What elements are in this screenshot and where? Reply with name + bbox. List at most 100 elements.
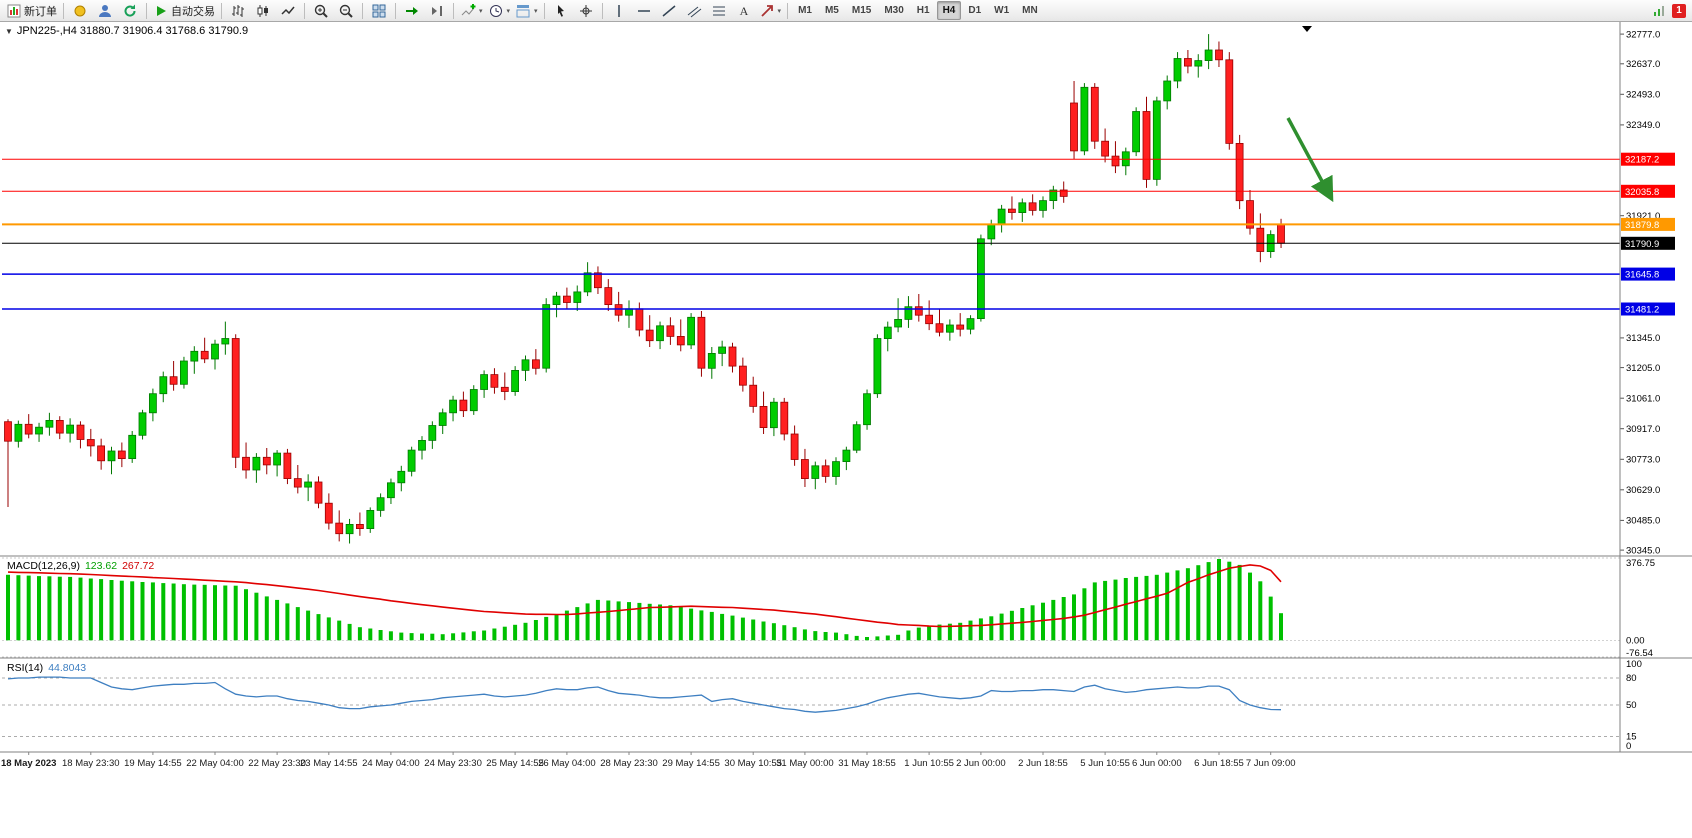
- indicators-button[interactable]: ▾: [458, 1, 485, 21]
- vertical-line-button[interactable]: [607, 1, 631, 21]
- arrows-button[interactable]: ▾: [757, 1, 784, 21]
- price-axis[interactable]: [1620, 22, 1692, 752]
- macd-histogram-bar: [978, 618, 983, 641]
- macd-histogram-bar: [68, 576, 73, 641]
- macd-histogram-bar: [492, 628, 497, 641]
- chart-shift-button[interactable]: [425, 1, 449, 21]
- macd-histogram-bar: [689, 608, 694, 641]
- periods-button[interactable]: ▾: [486, 1, 513, 21]
- macd-histogram-bar: [119, 580, 124, 641]
- line-chart-button[interactable]: [276, 1, 300, 21]
- macd-histogram-bar: [306, 610, 311, 641]
- macd-histogram-bar: [730, 615, 735, 641]
- price-badge-label: 31879.8: [1625, 220, 1659, 231]
- macd-scale-label: 0.00: [1626, 635, 1645, 646]
- chart-plot-area[interactable]: [0, 22, 1620, 556]
- zoom-out-button[interactable]: [334, 1, 358, 21]
- macd-histogram-bar: [1196, 565, 1201, 641]
- time-tick-label: 25 May 14:55: [486, 758, 544, 769]
- macd-histogram-bar: [202, 584, 207, 641]
- svg-text:A: A: [739, 4, 748, 18]
- macd-histogram-bar: [150, 582, 155, 641]
- macd-scale-label: -76.54: [1626, 648, 1653, 659]
- macd-histogram-bar: [1227, 561, 1232, 641]
- timeframe-d1[interactable]: D1: [968, 5, 982, 16]
- timeframe-m15[interactable]: M15: [851, 5, 872, 16]
- timeframe-w1[interactable]: W1: [994, 5, 1010, 16]
- toolbar-separator: [787, 2, 789, 19]
- timeframe-h1[interactable]: H1: [916, 5, 930, 16]
- text-icon: A: [736, 3, 752, 19]
- auto-trading-icon: [153, 3, 169, 19]
- toolbar-separator: [221, 2, 222, 19]
- chevron-down-icon: ▾: [506, 7, 511, 15]
- rsi-panel: 100 80 50 150: [2, 659, 1642, 752]
- candlestick-chart-button[interactable]: [251, 1, 275, 21]
- trend-arrow-object[interactable]: [1286, 117, 1334, 203]
- macd-histogram-bar: [720, 613, 725, 641]
- text-button[interactable]: A: [732, 1, 756, 21]
- zoom-in-button[interactable]: [309, 1, 333, 21]
- macd-histogram-bar: [254, 592, 259, 641]
- macd-histogram-bar: [1134, 576, 1139, 641]
- timeframe-h4[interactable]: H4: [936, 1, 962, 20]
- horizontal-line-button[interactable]: [632, 1, 656, 21]
- trendline-icon: [661, 3, 677, 19]
- macd-histogram-bar: [223, 585, 228, 641]
- trendline-button[interactable]: [657, 1, 681, 21]
- rsi-indicator-label: RSI(14) 44.8043: [7, 662, 86, 674]
- macd-histogram-bar: [357, 627, 362, 641]
- chart-title: ▼ JPN225-,H4 31880.7 31906.4 31768.6 317…: [5, 25, 248, 37]
- macd-signal-line: [7, 564, 1282, 628]
- timeframe-m30[interactable]: M30: [884, 5, 904, 16]
- price-badge-label: 32035.8: [1625, 187, 1659, 198]
- metaeditor-button[interactable]: [68, 1, 92, 21]
- macd-plot-area[interactable]: [0, 558, 1620, 657]
- zoom-in-icon: [313, 3, 329, 19]
- timeframe-mn[interactable]: MN: [1022, 5, 1038, 16]
- toolbar-separator: [601, 2, 603, 19]
- cursor-icon: [553, 3, 569, 19]
- macd-histogram-bar: [1041, 602, 1045, 641]
- cursor-button[interactable]: [549, 1, 573, 21]
- price-tick-label: 31205.0: [1626, 363, 1660, 374]
- symbol-list-icon[interactable]: ▼: [5, 26, 13, 36]
- timeframe-m1[interactable]: M1: [798, 5, 812, 16]
- macd-histogram-bar: [1206, 562, 1211, 641]
- refresh-button[interactable]: [118, 1, 142, 21]
- macd-histogram-bar: [430, 633, 435, 641]
- price-tick-label: 30773.0: [1626, 455, 1660, 466]
- macd-histogram-bar: [337, 620, 342, 641]
- auto-scroll-button[interactable]: [400, 1, 424, 21]
- time-tick-label: 18 May 23:30: [62, 758, 120, 769]
- bar-chart-button[interactable]: [226, 1, 250, 21]
- equidistant-channel-button[interactable]: [682, 1, 706, 21]
- fibonacci-button[interactable]: [707, 1, 731, 21]
- timeframe-m5[interactable]: M5: [824, 5, 839, 16]
- auto-trading-button[interactable]: 自动交易: [151, 1, 217, 21]
- navigator-button[interactable]: [93, 1, 117, 21]
- macd-histogram-bar: [1237, 564, 1242, 641]
- macd-histogram-bar: [637, 602, 642, 641]
- candlesticks: [4, 34, 1285, 544]
- crosshair-button[interactable]: [574, 1, 598, 21]
- channel-icon: [686, 3, 702, 19]
- macd-histogram-bar: [875, 636, 880, 641]
- vline-icon: [611, 3, 627, 19]
- tile-windows-button[interactable]: [367, 1, 391, 21]
- rsi-plot-area[interactable]: [0, 660, 1620, 750]
- time-axis[interactable]: [0, 752, 1692, 776]
- new-order-button[interactable]: 新订单: [4, 1, 59, 21]
- macd-histogram-bar: [585, 603, 590, 641]
- macd-histogram-bar: [264, 596, 269, 641]
- notification-badge[interactable]: 1: [1672, 3, 1686, 18]
- chart-shift-marker: [1302, 26, 1312, 32]
- price-axis-labels: 32777.0 32637.0 32493.0 32349.0 31921.0 31345…: [1620, 29, 1660, 556]
- macd-histogram-bar: [678, 607, 683, 641]
- price-badge-label: 32187.2: [1625, 155, 1659, 166]
- macd-histogram-bar: [740, 617, 745, 641]
- templates-button[interactable]: ▾: [513, 1, 540, 21]
- macd-histogram-bar: [161, 583, 166, 641]
